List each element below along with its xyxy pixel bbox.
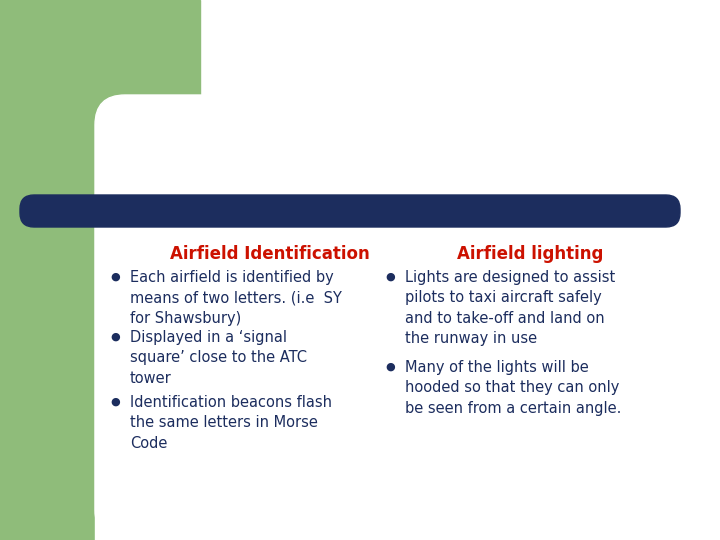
Text: Each airfield is identified by
means of two letters. (i.e  SY
for Shawsbury): Each airfield is identified by means of … <box>130 270 342 326</box>
Text: Many of the lights will be
hooded so that they can only
be seen from a certain a: Many of the lights will be hooded so tha… <box>405 360 621 416</box>
Text: ●: ● <box>110 272 120 282</box>
FancyBboxPatch shape <box>20 195 680 227</box>
Bar <box>580 95 680 540</box>
Bar <box>0 0 200 195</box>
Bar <box>0 0 95 540</box>
Bar <box>95 200 680 540</box>
Text: Lights are designed to assist
pilots to taxi aircraft safely
and to take-off and: Lights are designed to assist pilots to … <box>405 270 616 346</box>
Text: ●: ● <box>385 362 395 372</box>
FancyBboxPatch shape <box>95 95 680 540</box>
Text: ●: ● <box>385 272 395 282</box>
Text: ●: ● <box>110 397 120 407</box>
Text: Airfield lighting: Airfield lighting <box>456 245 603 263</box>
Text: ●: ● <box>110 332 120 342</box>
Text: Displayed in a ‘signal
square’ close to the ATC
tower: Displayed in a ‘signal square’ close to … <box>130 330 307 386</box>
Text: Airfield Identification: Airfield Identification <box>170 245 370 263</box>
Text: Identification beacons flash
the same letters in Morse
Code: Identification beacons flash the same le… <box>130 395 332 451</box>
